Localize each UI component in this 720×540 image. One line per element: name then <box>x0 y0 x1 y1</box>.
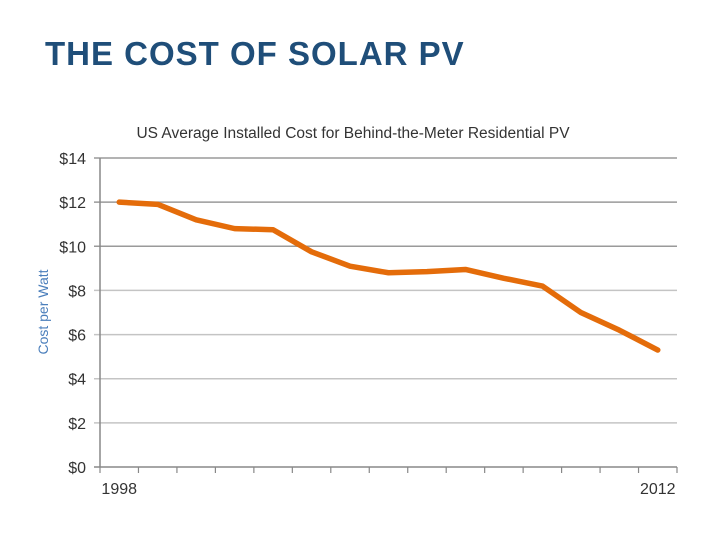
x-tick-label: 2012 <box>640 481 676 498</box>
y-tick-label: $14 <box>59 151 86 168</box>
chart-title: US Average Installed Cost for Behind-the… <box>136 125 570 142</box>
y-tick-label: $6 <box>68 328 86 345</box>
y-tick-label: $8 <box>68 283 86 300</box>
y-tick-label: $2 <box>68 416 86 433</box>
y-axis-label: Cost per Watt <box>35 269 51 354</box>
series-line <box>116 199 661 353</box>
y-tick-label: $12 <box>59 195 86 212</box>
y-tick-label: $4 <box>68 372 86 389</box>
x-tick-label: 1998 <box>101 481 137 498</box>
slide-title: THE COST OF SOLAR PV <box>45 35 465 72</box>
y-tick-label: $10 <box>59 239 86 256</box>
y-tick-label: $0 <box>68 460 86 477</box>
